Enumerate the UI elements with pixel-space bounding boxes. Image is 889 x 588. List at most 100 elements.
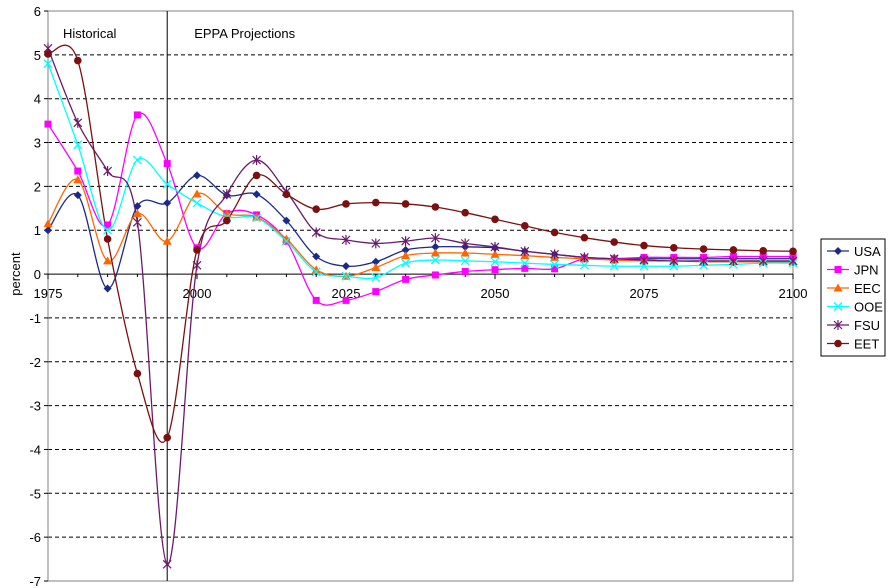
- x-tick-label: 1975: [34, 286, 63, 301]
- data-point-usa: [342, 262, 350, 271]
- data-point-eet: [312, 205, 321, 213]
- data-point-eec: [43, 219, 53, 228]
- data-point-jpn: [461, 267, 469, 275]
- data-point-jpn: [133, 111, 141, 119]
- data-point-fsu: [252, 155, 262, 166]
- data-point-fsu: [430, 233, 440, 244]
- series-line-jpn: [47, 112, 793, 306]
- data-point-jpn: [431, 271, 439, 279]
- data-point-eet: [372, 198, 380, 207]
- y-tick-label: -7: [29, 574, 41, 588]
- data-point-ooe: [252, 213, 262, 223]
- legend-marker-eec: [833, 283, 843, 292]
- data-point-jpn: [521, 264, 529, 272]
- y-tick-label: 2: [34, 179, 41, 194]
- data-point-ooe: [430, 255, 440, 265]
- data-point-eet: [163, 433, 171, 442]
- data-point-eec: [460, 248, 470, 257]
- data-point-eec: [371, 263, 381, 271]
- data-point-eet: [74, 56, 82, 65]
- y-tick-label: -3: [29, 399, 41, 414]
- data-point-ooe: [311, 267, 321, 277]
- data-point-eet: [729, 246, 738, 254]
- data-point-eec: [73, 175, 83, 184]
- data-point-ooe: [162, 179, 172, 189]
- data-point-ooe: [520, 258, 530, 268]
- data-point-ooe: [579, 260, 589, 270]
- series-line-eet: [47, 44, 794, 443]
- data-point-fsu: [490, 241, 500, 252]
- data-point-fsu: [699, 255, 709, 266]
- data-point-fsu: [73, 117, 83, 128]
- legend-label-usa: USA: [854, 244, 881, 259]
- data-point-ooe: [371, 273, 381, 283]
- data-point-usa: [431, 242, 440, 251]
- y-tick-label: 5: [34, 48, 41, 63]
- data-point-fsu: [609, 253, 619, 264]
- data-point-fsu: [788, 255, 798, 266]
- x-tick-label: 2000: [183, 286, 212, 301]
- legend-label-ooe: OOE: [854, 300, 883, 315]
- data-point-ooe: [132, 155, 142, 165]
- series-line-eec: [47, 178, 793, 277]
- x-tick-label: 2100: [779, 286, 808, 301]
- data-point-eet: [431, 203, 440, 211]
- data-point-fsu: [341, 234, 351, 245]
- data-point-eet: [550, 228, 559, 237]
- data-point-eet: [44, 50, 52, 58]
- y-tick-label: 6: [34, 4, 41, 19]
- data-point-usa: [371, 257, 380, 266]
- x-tick-label: 2050: [481, 286, 510, 301]
- data-point-eet: [342, 200, 350, 208]
- data-point-usa: [401, 245, 410, 254]
- y-tick-label: 1: [34, 223, 41, 238]
- data-point-eec: [281, 234, 291, 243]
- data-point-eet: [282, 190, 291, 199]
- data-point-fsu: [460, 238, 470, 249]
- axes: -7 -6 -5 -4 -3 -2 -1 0 1 2 3 4 5 6 1975 2000 2025 2050 207…: [8, 4, 807, 588]
- data-point-jpn: [104, 221, 112, 229]
- data-point-eet: [580, 233, 589, 242]
- annotation-label: Historical: [63, 26, 117, 41]
- data-point-eet: [491, 215, 499, 224]
- data-point-fsu: [311, 227, 321, 238]
- data-point-eet: [223, 216, 231, 225]
- data-point-fsu: [371, 238, 381, 249]
- annotations: Historical EPPA Projections: [63, 26, 296, 41]
- plot-border: [47, 10, 794, 582]
- data-point-jpn: [372, 288, 380, 296]
- data-point-usa: [163, 199, 172, 208]
- legend-marker-eet: [834, 339, 842, 348]
- data-point-ooe: [281, 236, 291, 246]
- data-point-eet: [521, 222, 529, 230]
- data-point-fsu: [222, 189, 232, 200]
- data-point-usa: [133, 202, 142, 211]
- data-point-usa: [312, 252, 321, 261]
- y-tick-label: 4: [34, 92, 41, 107]
- y-tick-label: -6: [29, 530, 41, 545]
- data-point-eet: [640, 241, 648, 250]
- data-point-eet: [461, 208, 470, 217]
- data-point-eet: [133, 369, 142, 378]
- data-point-eec: [401, 251, 411, 260]
- y-tick-label: -5: [29, 486, 41, 501]
- data-point-jpn: [551, 265, 559, 273]
- data-point-ooe: [609, 261, 619, 271]
- x-tick-label: 2075: [630, 286, 659, 301]
- legend-label-eec: EEC: [854, 281, 881, 296]
- data-point-eet: [699, 245, 708, 253]
- y-axis-label: percent: [8, 252, 23, 296]
- data-point-jpn: [312, 296, 320, 304]
- data-point-jpn: [163, 160, 171, 168]
- data-point-jpn: [342, 296, 350, 304]
- gridlines: [48, 54, 793, 538]
- data-point-jpn: [402, 275, 410, 283]
- data-point-fsu: [639, 255, 649, 266]
- data-point-usa: [103, 284, 112, 293]
- data-point-fsu: [758, 255, 768, 266]
- data-point-fsu: [162, 559, 172, 570]
- data-point-ooe: [73, 140, 83, 150]
- data-point-usa: [252, 190, 261, 199]
- data-point-jpn: [74, 167, 82, 175]
- annotation-label: EPPA Projections: [194, 26, 295, 41]
